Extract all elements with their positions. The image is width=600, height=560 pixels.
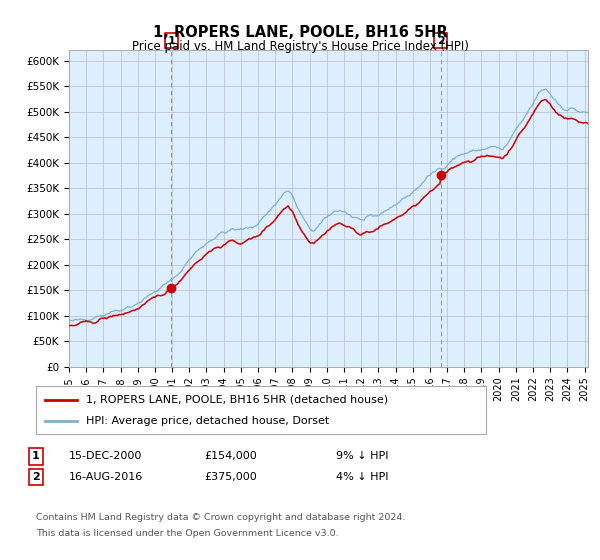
Text: 16-AUG-2016: 16-AUG-2016 — [69, 472, 143, 482]
Text: 4% ↓ HPI: 4% ↓ HPI — [336, 472, 389, 482]
Text: 15-DEC-2000: 15-DEC-2000 — [69, 451, 142, 461]
Text: £375,000: £375,000 — [204, 472, 257, 482]
Text: 2: 2 — [437, 36, 445, 46]
Text: HPI: Average price, detached house, Dorset: HPI: Average price, detached house, Dors… — [86, 416, 329, 426]
Text: Contains HM Land Registry data © Crown copyright and database right 2024.: Contains HM Land Registry data © Crown c… — [36, 514, 406, 522]
Text: This data is licensed under the Open Government Licence v3.0.: This data is licensed under the Open Gov… — [36, 529, 338, 538]
Text: 1, ROPERS LANE, POOLE, BH16 5HR (detached house): 1, ROPERS LANE, POOLE, BH16 5HR (detache… — [86, 395, 388, 405]
Text: Price paid vs. HM Land Registry's House Price Index (HPI): Price paid vs. HM Land Registry's House … — [131, 40, 469, 53]
Text: 1, ROPERS LANE, POOLE, BH16 5HR: 1, ROPERS LANE, POOLE, BH16 5HR — [152, 25, 448, 40]
Text: 9% ↓ HPI: 9% ↓ HPI — [336, 451, 389, 461]
Text: 2: 2 — [32, 472, 40, 482]
Text: 1: 1 — [167, 36, 175, 46]
Text: £154,000: £154,000 — [204, 451, 257, 461]
Text: 1: 1 — [32, 451, 40, 461]
